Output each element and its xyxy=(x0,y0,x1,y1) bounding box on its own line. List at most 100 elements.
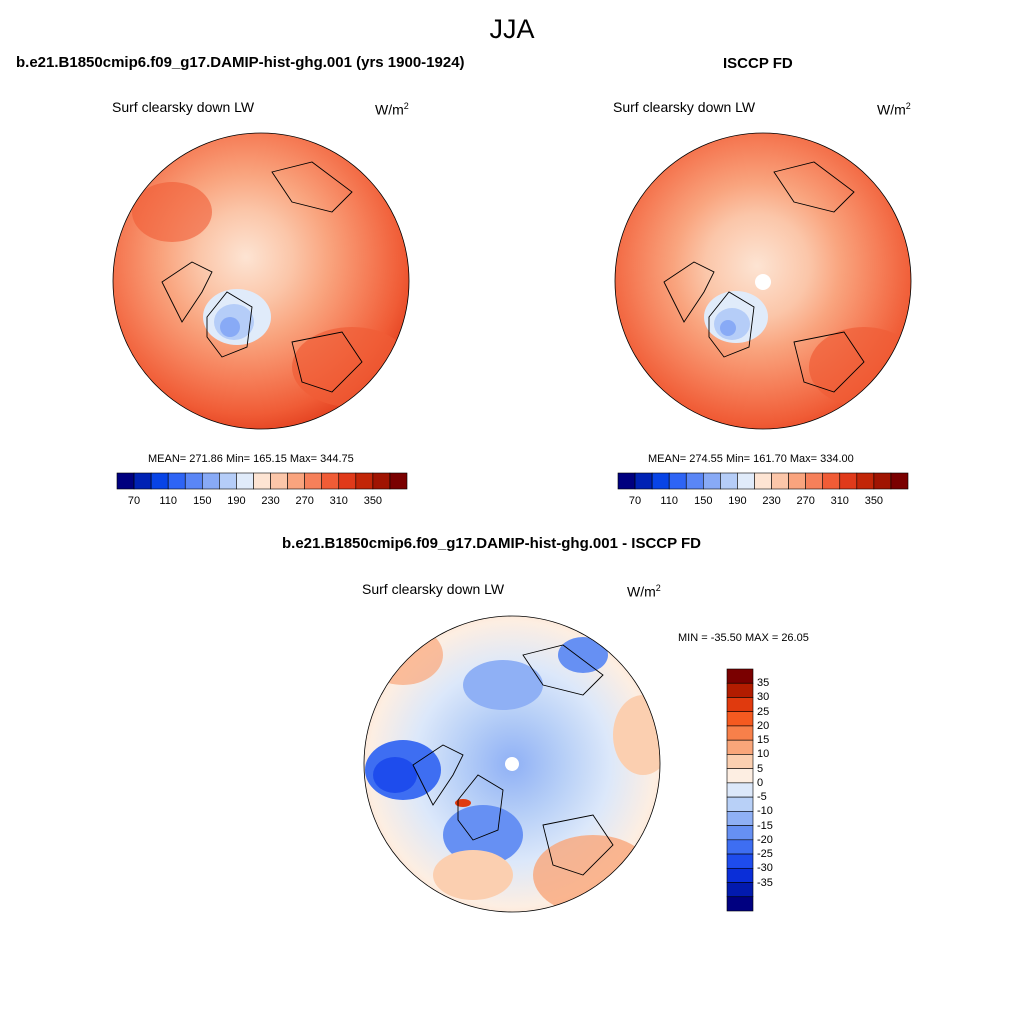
polar-data-gap xyxy=(505,757,519,771)
colorbar-tick-label: 30 xyxy=(757,691,770,704)
panel-b-colorbar xyxy=(617,472,909,490)
colorbar-swatch xyxy=(726,811,754,826)
colorbar-tick-label: 35 xyxy=(757,677,770,690)
panel-c-variable: Surf clearsky down LW xyxy=(362,581,505,597)
panel-a-colorbar xyxy=(116,472,408,490)
colorbar-tick-label: 70 xyxy=(127,495,141,507)
colorbar-swatch xyxy=(726,682,754,698)
colorbar-swatch xyxy=(726,754,754,769)
panel-b-title: ISCCP FD xyxy=(723,55,793,72)
colorbar-tick-label: 190 xyxy=(728,495,747,507)
colorbar-tick-label: 230 xyxy=(762,495,781,507)
panel-b-variable: Surf clearsky down LW xyxy=(613,99,756,115)
figure-title: JJA xyxy=(489,14,535,44)
colorbar-swatch xyxy=(726,853,754,869)
panel-a-units: W/m2 xyxy=(375,101,409,118)
colorbar-swatch xyxy=(737,472,755,490)
colorbar-swatch xyxy=(634,472,653,490)
panel-b-map xyxy=(614,132,912,430)
colorbar-swatch xyxy=(726,768,754,784)
colorbar-swatch xyxy=(651,472,670,490)
colorbar-swatch xyxy=(726,782,754,798)
panel-c-map xyxy=(363,615,661,913)
colorbar-swatch xyxy=(873,472,892,490)
polar-data-gap xyxy=(755,274,771,290)
colorbar-tick-label: 15 xyxy=(757,734,770,747)
colorbar-swatch xyxy=(304,472,323,490)
colorbar-swatch xyxy=(219,472,237,490)
panel-b-units: W/m2 xyxy=(877,101,911,118)
colorbar-tick-label: 270 xyxy=(796,495,815,507)
colorbar-tick-label: 0 xyxy=(757,776,764,789)
colorbar-tick-label: 110 xyxy=(660,495,678,507)
colorbar-swatch xyxy=(726,668,754,684)
colorbar-tick-label: 25 xyxy=(757,705,770,718)
panel-a-stats: MEAN= 271.86 Min= 165.15 Max= 344.75 xyxy=(148,453,354,465)
colorbar-swatch xyxy=(726,839,754,855)
colorbar-swatch xyxy=(372,472,391,490)
panel-c-units: W/m2 xyxy=(627,583,661,600)
colorbar-swatch xyxy=(726,796,754,812)
colorbar-swatch xyxy=(253,472,271,490)
colorbar-swatch xyxy=(389,472,408,490)
colorbar-swatch xyxy=(726,882,754,898)
colorbar-swatch xyxy=(236,472,254,490)
colorbar-swatch xyxy=(839,472,858,490)
colorbar-swatch xyxy=(617,472,636,490)
colorbar-tick-label: 350 xyxy=(864,495,884,507)
colorbar-tick-label: 5 xyxy=(757,762,764,775)
colorbar-swatch xyxy=(270,472,288,490)
colorbar-swatch xyxy=(668,472,687,490)
colorbar-tick-label: 150 xyxy=(193,495,212,507)
panel-a-map xyxy=(112,132,410,430)
colorbar-tick-label: 310 xyxy=(830,495,849,507)
colorbar-swatch xyxy=(726,725,754,741)
colorbar-swatch xyxy=(116,472,135,490)
colorbar-tick-label: 310 xyxy=(329,495,348,507)
colorbar-tick-label: -35 xyxy=(757,876,773,889)
panel-b-stats: MEAN= 274.55 Min= 161.70 Max= 334.00 xyxy=(648,453,854,465)
panel-a-title: b.e21.B1850cmip6.f09_g17.DAMIP-hist-ghg.… xyxy=(16,54,465,71)
colorbar-tick-label: -20 xyxy=(757,833,773,846)
colorbar-swatch xyxy=(287,472,305,490)
panel-c-stats: MIN = -35.50 MAX = 26.05 xyxy=(678,632,809,644)
colorbar-tick-label: 10 xyxy=(757,748,770,761)
colorbar-swatch xyxy=(702,472,721,490)
colorbar-tick-label: -15 xyxy=(757,819,773,832)
colorbar-tick-label: -10 xyxy=(757,805,773,818)
colorbar-swatch xyxy=(726,711,754,727)
panel-c-colorbar xyxy=(726,668,754,912)
colorbar-tick-label: -30 xyxy=(757,862,773,875)
panel-a-variable: Surf clearsky down LW xyxy=(112,99,255,115)
colorbar-swatch xyxy=(184,472,203,490)
panel-c-title: b.e21.B1850cmip6.f09_g17.DAMIP-hist-ghg.… xyxy=(282,535,702,552)
colorbar-tick-label: 70 xyxy=(628,495,642,507)
colorbar-swatch xyxy=(890,472,909,490)
colorbar-tick-label: 230 xyxy=(261,495,280,507)
colorbar-swatch xyxy=(726,739,754,755)
colorbar-swatch xyxy=(805,472,824,490)
colorbar-swatch xyxy=(726,867,754,883)
colorbar-swatch xyxy=(720,472,738,490)
colorbar-swatch xyxy=(771,472,789,490)
colorbar-swatch xyxy=(822,472,841,490)
colorbar-swatch xyxy=(338,472,357,490)
colorbar-swatch xyxy=(167,472,186,490)
colorbar-tick-label: -5 xyxy=(757,791,767,804)
colorbar-swatch xyxy=(133,472,152,490)
colorbar-tick-label: -25 xyxy=(757,848,773,861)
colorbar-tick-label: 20 xyxy=(757,719,770,732)
colorbar-swatch xyxy=(726,896,754,912)
colorbar-tick-label: 350 xyxy=(363,495,383,507)
colorbar-swatch xyxy=(726,825,754,841)
colorbar-tick-label: 270 xyxy=(295,495,314,507)
colorbar-swatch xyxy=(788,472,806,490)
colorbar-tick-label: 110 xyxy=(159,495,177,507)
colorbar-swatch xyxy=(355,472,374,490)
colorbar-tick-label: 190 xyxy=(227,495,246,507)
colorbar-swatch xyxy=(150,472,169,490)
colorbar-swatch xyxy=(726,697,754,713)
colorbar-tick-label: 150 xyxy=(694,495,713,507)
colorbar-swatch xyxy=(856,472,875,490)
colorbar-swatch xyxy=(754,472,772,490)
